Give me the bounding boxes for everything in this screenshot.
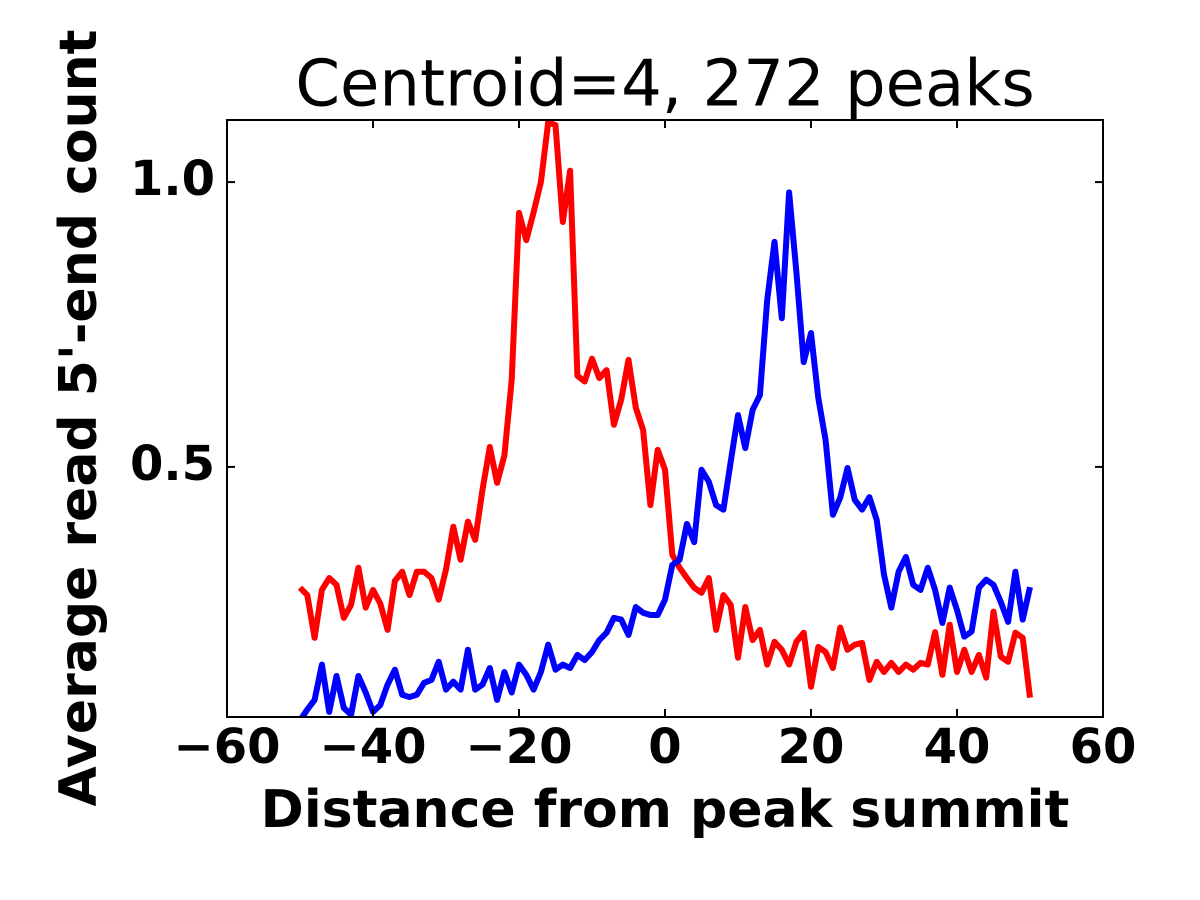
data-line xyxy=(297,120,1033,698)
y-tick-label: 1.0 xyxy=(130,151,215,207)
x-tick-label: 20 xyxy=(778,719,845,775)
x-tick-label: −60 xyxy=(173,719,280,775)
x-tick-label: −40 xyxy=(319,719,426,775)
data-line xyxy=(298,189,1033,717)
x-tick-label: 60 xyxy=(1070,719,1137,775)
x-tick-label: 0 xyxy=(648,719,681,775)
y-tick-label: 0.5 xyxy=(130,436,215,492)
x-tick-label: 40 xyxy=(924,719,991,775)
plot-area xyxy=(297,120,1033,717)
chart-title: Centroid=4, 272 peaks xyxy=(295,48,1034,122)
x-tick-label: −20 xyxy=(465,719,572,775)
x-axis-label: Distance from peak summit xyxy=(261,780,1070,840)
y-axis-label: Average read 5'-end count xyxy=(49,30,109,807)
